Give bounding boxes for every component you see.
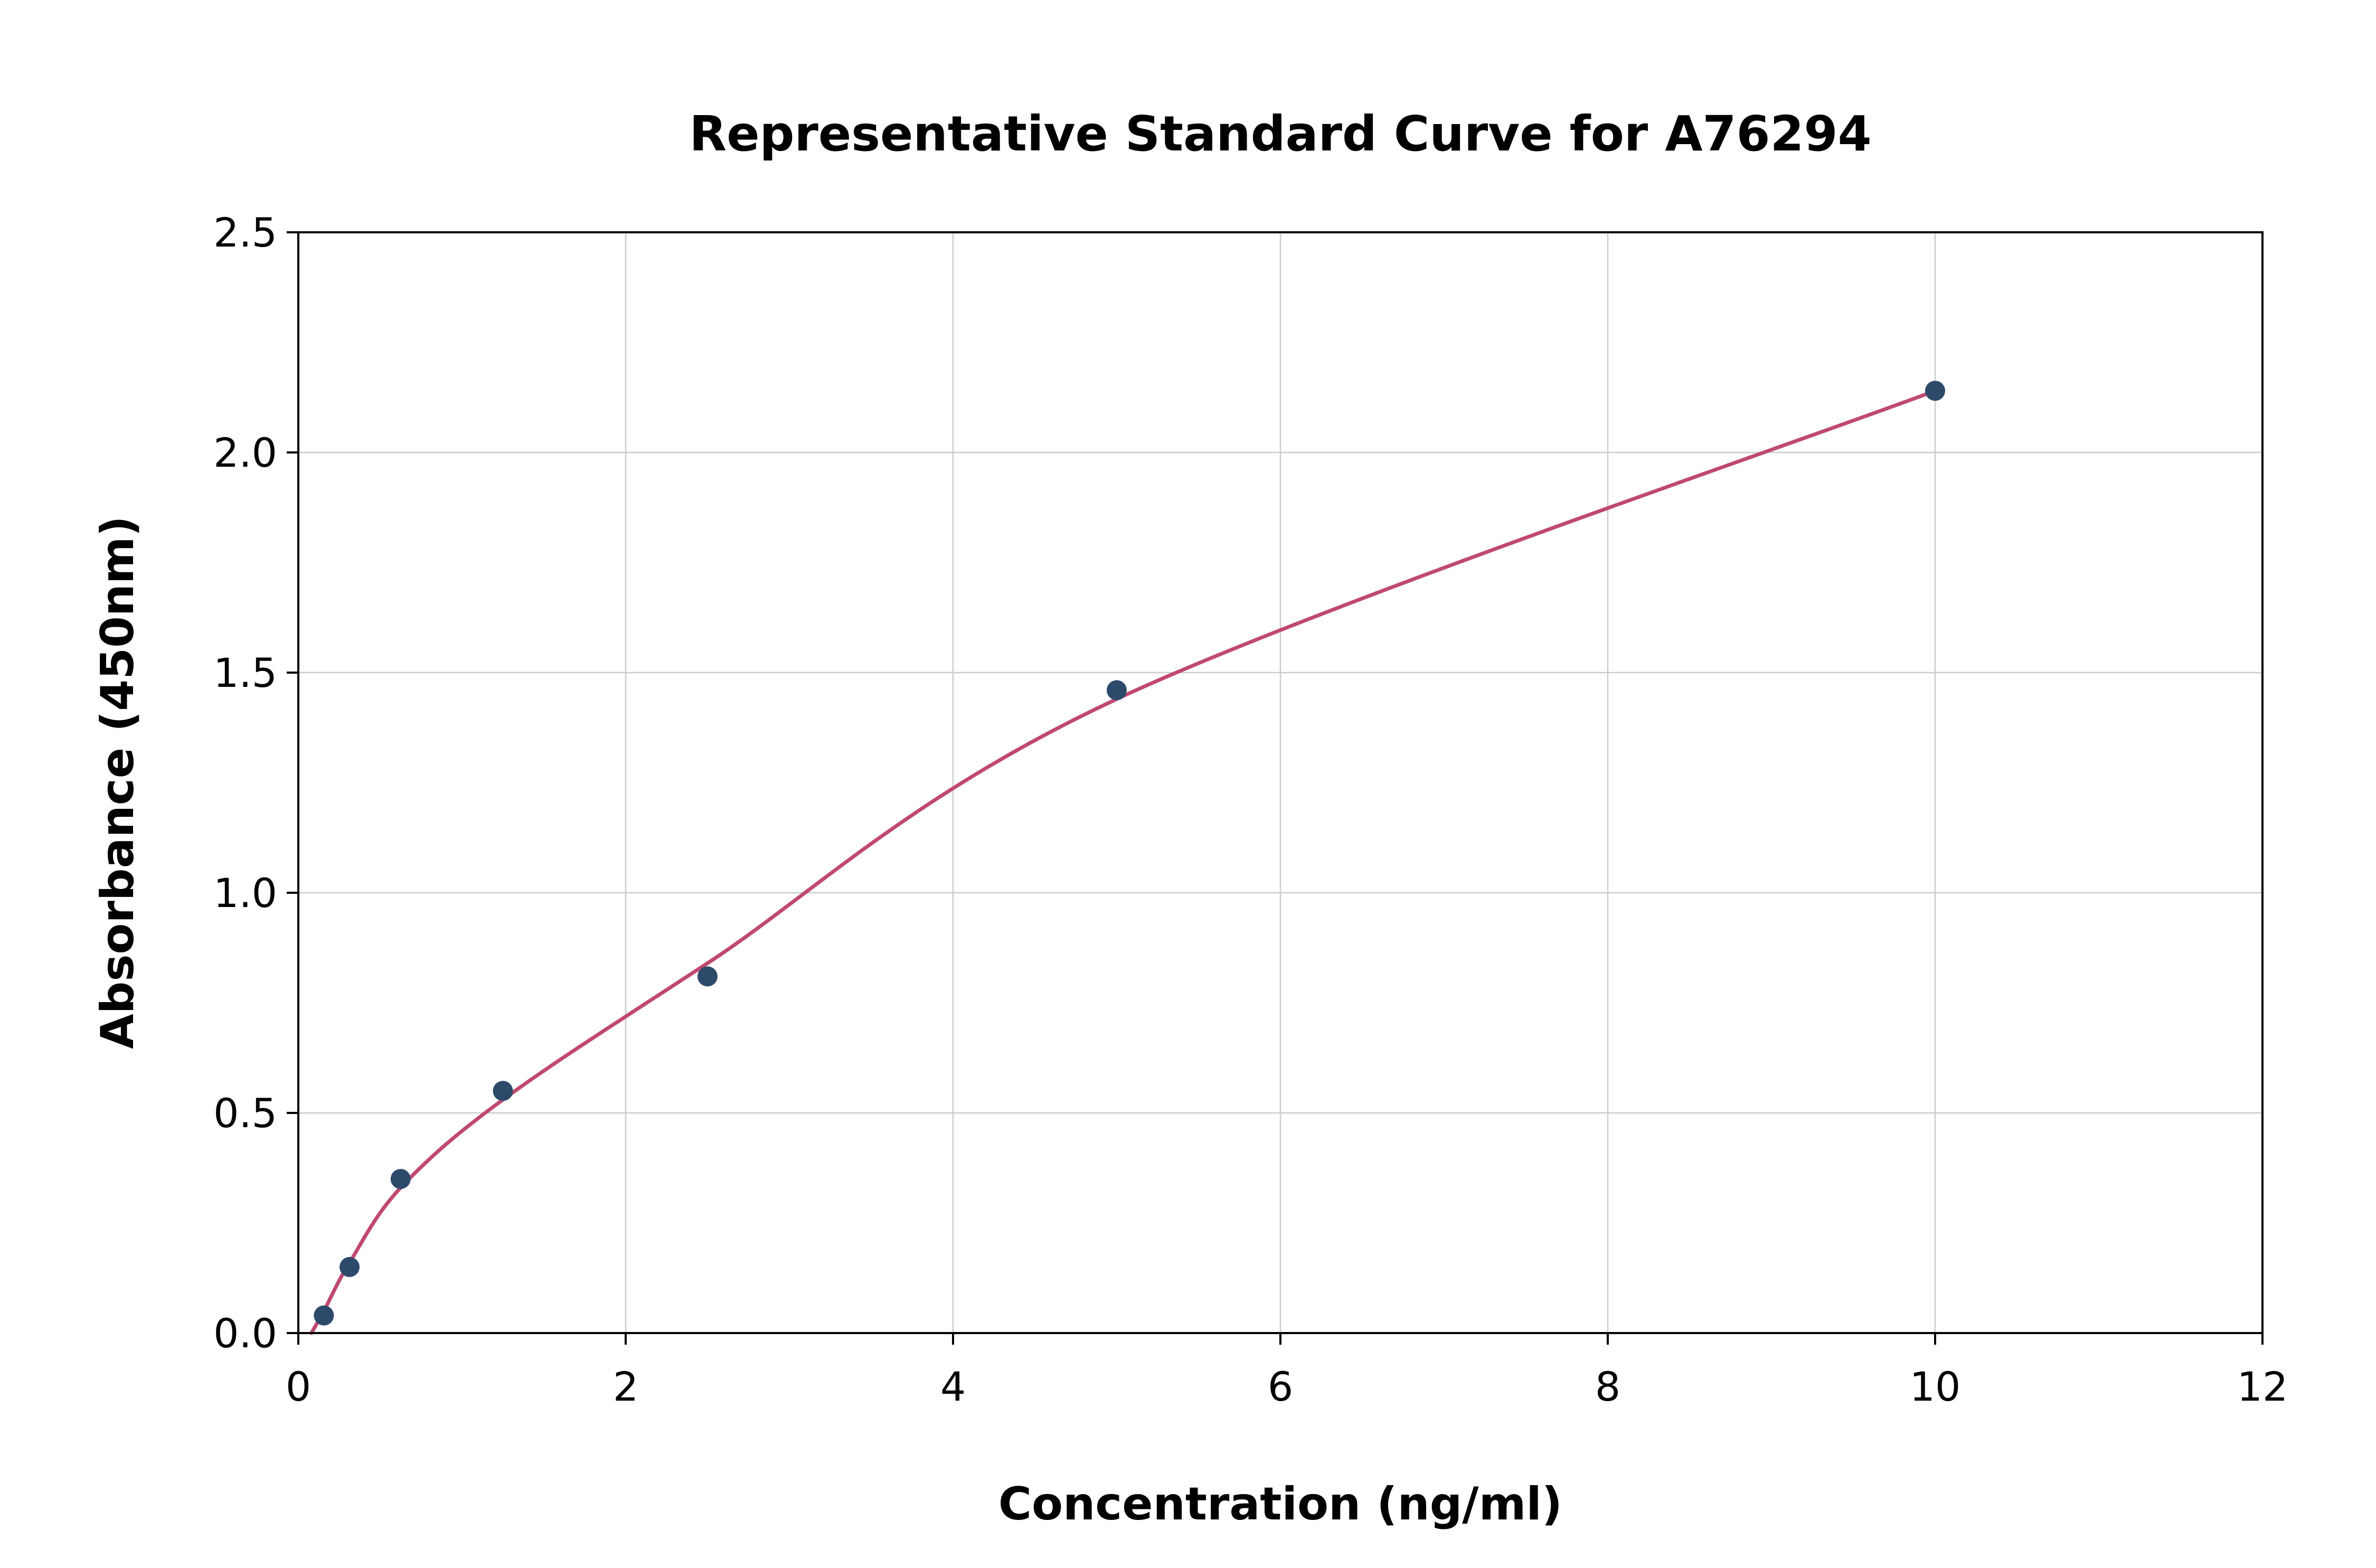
x-tick-label: 2: [613, 1363, 638, 1410]
plot-border: [297, 231, 2264, 1334]
data-point: [493, 1081, 513, 1101]
x-tick-label: 12: [2237, 1363, 2288, 1410]
y-tick-label: 2.0: [213, 429, 277, 476]
chart-title: Representative Standard Curve for A76294: [689, 106, 1871, 162]
x-axis-label: Concentration (ng/ml): [998, 1478, 1562, 1531]
plot-area: 0 2 4 6 8 10 12 0.0 0.5 1.0 1.5 2.0 2.5: [213, 209, 2288, 1410]
y-tick-label: 0.5: [213, 1090, 277, 1137]
y-tick-label: 2.5: [213, 209, 277, 256]
x-tick-label: 4: [940, 1363, 966, 1410]
data-point: [1107, 680, 1127, 701]
fit-curve: [309, 389, 1937, 1335]
data-point: [1925, 381, 1945, 401]
data-point: [314, 1305, 334, 1326]
y-tick-label: 0.0: [213, 1310, 277, 1357]
y-tick-label: 1.5: [213, 649, 277, 696]
x-tick-label: 8: [1595, 1363, 1620, 1410]
x-tick-label: 0: [286, 1363, 311, 1410]
data-point: [340, 1257, 360, 1277]
y-axis-label: Absorbance (450nm): [91, 516, 144, 1049]
data-point: [390, 1169, 411, 1189]
y-tick-label: 1.0: [213, 870, 277, 917]
x-tick-label: 6: [1268, 1363, 1293, 1410]
data-point: [697, 966, 718, 987]
x-tick-label: 10: [1910, 1363, 1961, 1410]
